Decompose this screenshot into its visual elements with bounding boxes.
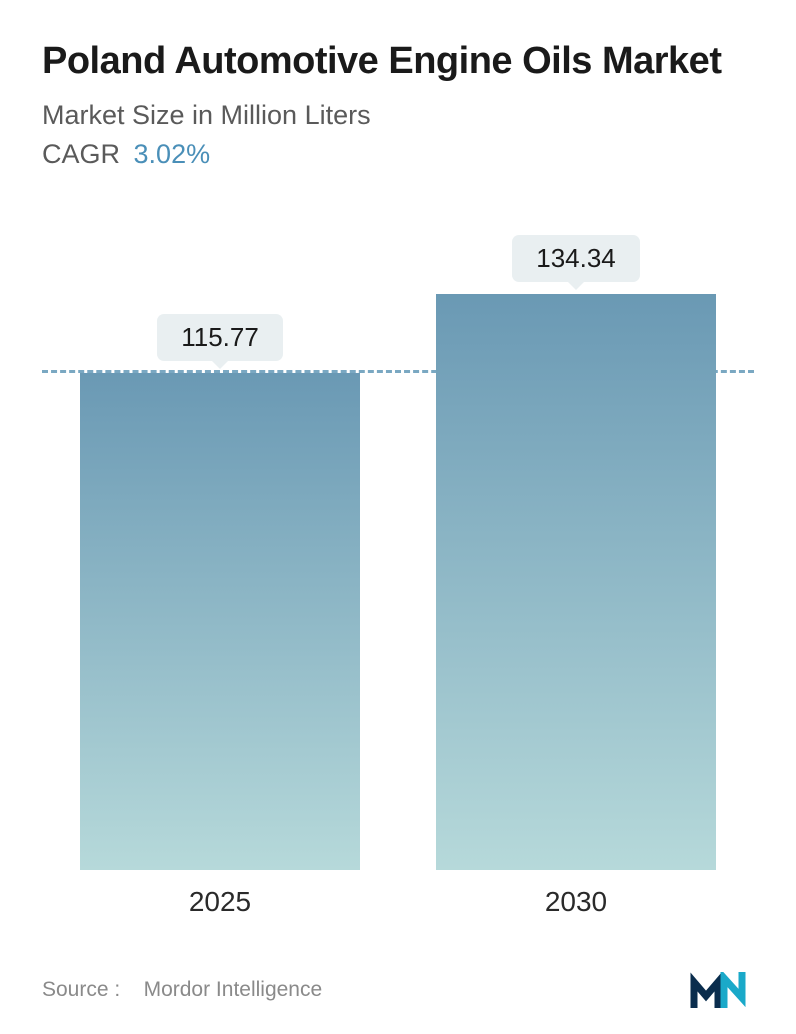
source-name: Mordor Intelligence <box>144 978 323 1001</box>
chart-title: Poland Automotive Engine Oils Market <box>42 38 754 86</box>
bars-container: 115.77 134.34 <box>42 210 754 870</box>
cagr-value: 3.02% <box>134 139 211 169</box>
chart-area: 115.77 134.34 2025 2030 <box>42 210 754 951</box>
chart-subtitle: Market Size in Million Liters <box>42 100 754 131</box>
source-label: Source : <box>42 978 120 1001</box>
bar-group-1: 134.34 <box>426 235 726 870</box>
chart-card: Poland Automotive Engine Oils Market Mar… <box>0 0 796 1034</box>
bar-1 <box>436 294 716 870</box>
plot: 115.77 134.34 <box>42 210 754 870</box>
footer: Source : Mordor Intelligence <box>42 950 754 1034</box>
source-text: Source : Mordor Intelligence <box>42 978 322 1002</box>
x-axis-labels: 2025 2030 <box>42 886 754 918</box>
x-label-1: 2030 <box>426 886 726 918</box>
bar-0 <box>80 373 360 869</box>
value-pill-1: 134.34 <box>512 235 640 282</box>
bar-group-0: 115.77 <box>70 314 370 869</box>
brand-logo-icon <box>690 972 754 1008</box>
value-pill-0: 115.77 <box>157 314 283 361</box>
x-label-0: 2025 <box>70 886 370 918</box>
cagr-label: CAGR <box>42 139 120 169</box>
cagr-row: CAGR 3.02% <box>42 139 754 170</box>
